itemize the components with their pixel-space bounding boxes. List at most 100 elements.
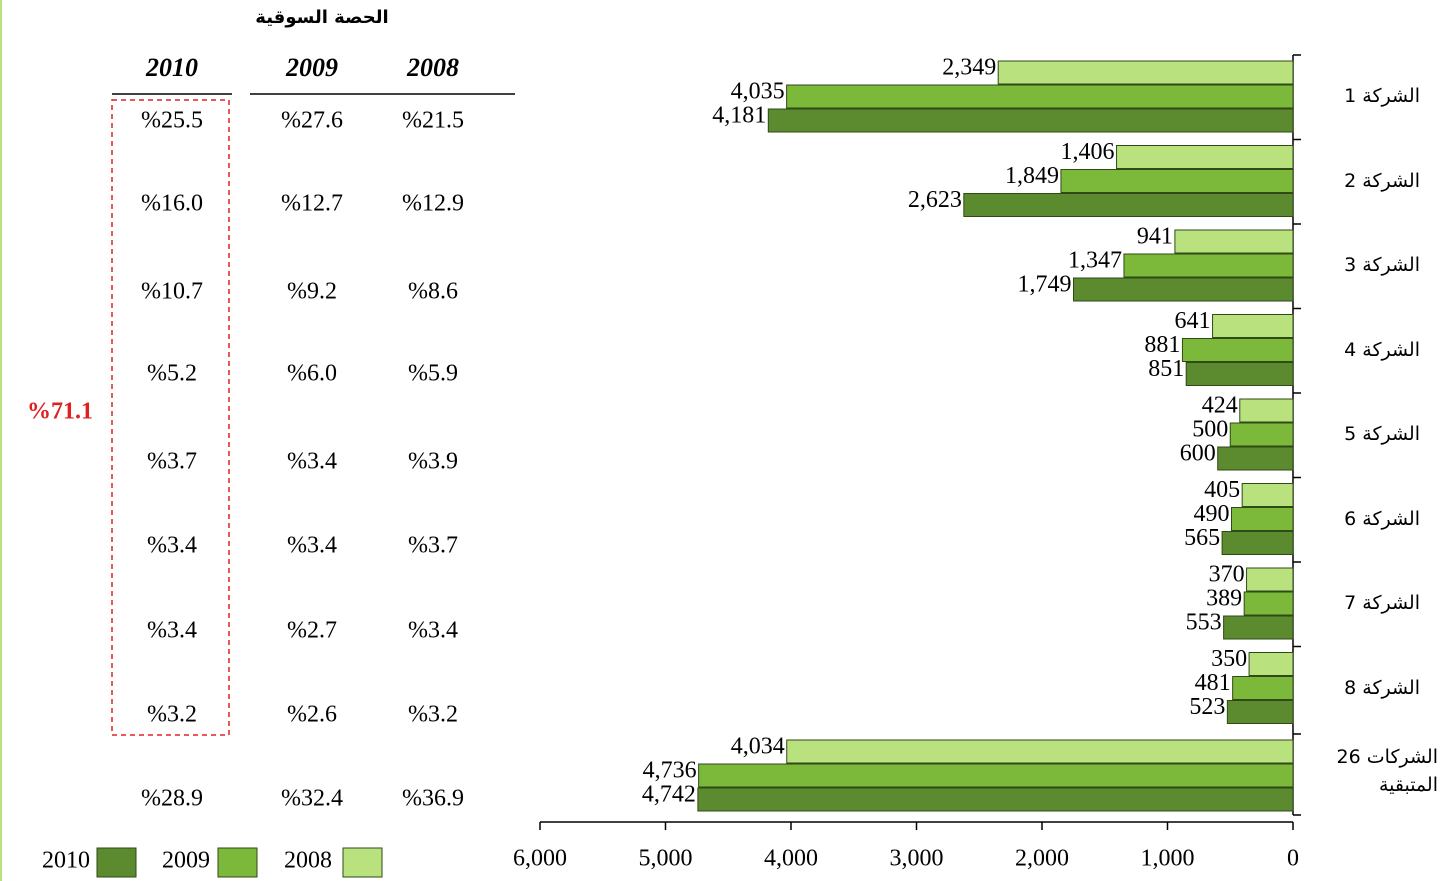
bar bbox=[1212, 314, 1294, 338]
value-label: 523 bbox=[1189, 694, 1225, 720]
value-label: 481 bbox=[1195, 670, 1231, 696]
value-label: 2,349 bbox=[942, 55, 996, 81]
category-label: الشركة 5 bbox=[1344, 423, 1420, 445]
category-label: الشركة 3 bbox=[1344, 254, 1420, 276]
x-tick-label: 4,000 bbox=[764, 846, 818, 872]
table-cell: %3.4 bbox=[147, 618, 197, 644]
value-label: 4,034 bbox=[731, 734, 785, 760]
value-label: 370 bbox=[1209, 562, 1245, 588]
bar bbox=[1185, 362, 1294, 386]
x-tick-label: 2,000 bbox=[1015, 846, 1069, 872]
value-label: 2,623 bbox=[908, 187, 962, 213]
bar bbox=[1231, 507, 1294, 531]
value-label: 4,035 bbox=[731, 79, 785, 105]
bar bbox=[1248, 652, 1294, 676]
table-title: الحصة السوقية bbox=[255, 7, 388, 28]
table-cell: %5.2 bbox=[147, 361, 197, 387]
value-label: 641 bbox=[1175, 308, 1211, 334]
table-cell: %27.6 bbox=[281, 108, 343, 134]
bar bbox=[1229, 422, 1294, 447]
bar bbox=[697, 787, 1294, 812]
highlight-total: %71.1 bbox=[27, 399, 93, 425]
table-cell: %3.9 bbox=[408, 449, 458, 475]
bar bbox=[786, 739, 1294, 764]
bar bbox=[1246, 567, 1294, 592]
value-label: 4,181 bbox=[712, 103, 766, 129]
legend-label: 2008 bbox=[284, 848, 332, 874]
table-cell: %3.4 bbox=[147, 533, 197, 559]
value-label: 1,849 bbox=[1005, 163, 1059, 189]
bar bbox=[997, 60, 1294, 85]
table-cell: %28.9 bbox=[141, 786, 203, 812]
bar bbox=[1174, 229, 1294, 254]
category-label: الشركة 7 bbox=[1344, 592, 1420, 614]
table-header: 2008 bbox=[406, 53, 459, 82]
table-cell: %5.9 bbox=[408, 361, 458, 387]
legend-swatch bbox=[96, 847, 137, 878]
table-cell: %12.7 bbox=[281, 191, 343, 217]
category-label: الشركة 4 bbox=[1344, 338, 1420, 361]
category-label: الشركة 6 bbox=[1344, 507, 1420, 530]
bar bbox=[1221, 531, 1294, 555]
value-label: 1,749 bbox=[1018, 272, 1072, 298]
table-cell: %3.7 bbox=[147, 449, 197, 475]
table-cell: %10.7 bbox=[141, 279, 203, 305]
legend-label: 2009 bbox=[162, 848, 210, 874]
category-label: الشركة 1 bbox=[1344, 85, 1420, 107]
bar bbox=[1060, 169, 1294, 193]
bar bbox=[1243, 591, 1294, 616]
table-cell: %3.7 bbox=[408, 533, 458, 559]
table-cell: %2.7 bbox=[287, 618, 337, 644]
bar bbox=[1073, 277, 1294, 302]
value-label: 424 bbox=[1202, 393, 1238, 419]
x-tick-label: 1,000 bbox=[1141, 846, 1195, 872]
bar bbox=[786, 84, 1294, 109]
bar bbox=[1239, 398, 1294, 423]
category-label: الشركة 8 bbox=[1344, 676, 1420, 699]
table-cell: %6.0 bbox=[287, 361, 337, 387]
table-cell: %12.9 bbox=[402, 191, 464, 217]
value-label: 600 bbox=[1180, 441, 1216, 467]
table-cell: %3.2 bbox=[147, 702, 197, 728]
table-cell: %8.6 bbox=[408, 279, 458, 305]
value-label: 1,406 bbox=[1061, 139, 1115, 165]
bar bbox=[1223, 615, 1294, 640]
value-label: 389 bbox=[1206, 586, 1242, 612]
table-cell: %16.0 bbox=[141, 191, 203, 217]
x-tick-label: 5,000 bbox=[639, 846, 693, 872]
bar bbox=[1232, 676, 1294, 700]
table-cell: %3.4 bbox=[287, 449, 337, 475]
legend-label: 2010 bbox=[42, 848, 90, 874]
value-label: 350 bbox=[1211, 646, 1247, 672]
table-cell: %32.4 bbox=[281, 786, 343, 812]
table-cell: %3.4 bbox=[408, 618, 458, 644]
bar bbox=[1116, 145, 1294, 169]
value-label: 405 bbox=[1204, 477, 1240, 503]
table-cell: %25.5 bbox=[141, 108, 203, 134]
bar bbox=[1181, 338, 1294, 362]
value-label: 565 bbox=[1184, 525, 1220, 551]
value-label: 553 bbox=[1186, 610, 1222, 636]
x-tick-label: 6,000 bbox=[513, 846, 567, 872]
table-header: 2010 bbox=[145, 53, 198, 82]
table-cell: %3.4 bbox=[287, 533, 337, 559]
bar bbox=[1241, 483, 1294, 507]
table-cell: %21.5 bbox=[402, 108, 464, 134]
table-cell: %36.9 bbox=[402, 786, 464, 812]
value-label: 4,736 bbox=[643, 758, 697, 784]
value-label: 941 bbox=[1137, 224, 1173, 250]
value-label: 851 bbox=[1148, 356, 1184, 382]
x-tick-label: 3,000 bbox=[890, 846, 944, 872]
legend-swatch bbox=[342, 847, 383, 878]
table-header: 2009 bbox=[285, 53, 338, 82]
bar bbox=[963, 193, 1294, 217]
x-tick-label: 0 bbox=[1287, 846, 1299, 872]
bar bbox=[1217, 446, 1294, 471]
bar bbox=[1123, 253, 1294, 278]
table-cell: %3.2 bbox=[408, 702, 458, 728]
value-label: 4,742 bbox=[642, 782, 696, 808]
table-cell: %9.2 bbox=[287, 279, 337, 305]
value-label: 490 bbox=[1194, 501, 1230, 527]
